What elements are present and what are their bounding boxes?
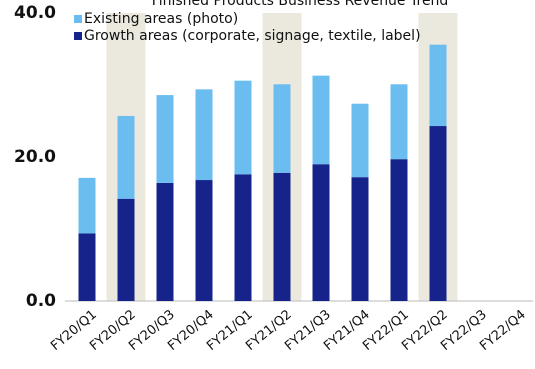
bar-segment [78, 177, 96, 234]
legend-label: Growth areas (corporate, signage, textil… [84, 28, 421, 44]
bar-segment [429, 126, 447, 301]
y-tick-label: 0.0 [26, 291, 56, 311]
bar-segment [429, 44, 447, 127]
bar-segment [156, 182, 174, 301]
bar-segment [195, 89, 213, 181]
bar-segment [156, 95, 174, 183]
bar-segment [351, 177, 369, 301]
bar-segment [234, 80, 252, 175]
bar-segment [273, 172, 291, 301]
chart-title: Finished Products Business Revenue Trend [152, 0, 449, 9]
bar-segment [234, 174, 252, 301]
y-tick-label: 20.0 [14, 147, 56, 167]
bar-segment [78, 233, 96, 301]
bar-segment [195, 180, 213, 301]
bar-segment [117, 115, 135, 199]
bar-segment [351, 103, 369, 178]
bar-segment [117, 198, 135, 301]
bar-segment [312, 75, 330, 165]
legend-swatch [74, 32, 82, 40]
legend-label: Existing areas (photo) [84, 11, 238, 27]
bar-segment [273, 84, 291, 173]
bar-segment [390, 159, 408, 301]
y-tick-label: 40.0 [14, 3, 56, 23]
bar-segment [312, 164, 330, 301]
bar-segment [390, 84, 408, 160]
legend-swatch [74, 15, 82, 23]
